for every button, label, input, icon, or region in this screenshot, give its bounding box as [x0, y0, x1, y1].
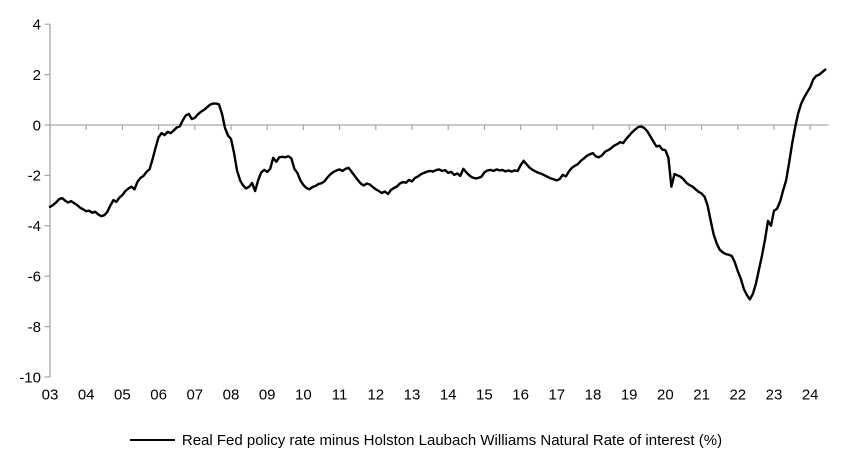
x-tick-label: 20	[657, 386, 674, 403]
x-tick-label: 23	[766, 386, 783, 403]
x-tick-label: 17	[548, 386, 565, 403]
x-tick-label: 05	[114, 386, 131, 403]
x-tick-label: 18	[585, 386, 602, 403]
x-tick-label: 14	[440, 386, 457, 403]
y-tick-label: -10	[19, 369, 41, 386]
x-tick-label: 03	[42, 386, 59, 403]
y-tick-label: 2	[33, 67, 41, 84]
series-line	[48, 68, 827, 301]
x-tick-label: 21	[693, 386, 710, 403]
x-tick-label: 04	[78, 386, 95, 403]
x-tick-label: 06	[150, 386, 167, 403]
y-tick-label: 0	[33, 117, 41, 134]
x-tick-label: 08	[223, 386, 240, 403]
x-tick-label: 19	[621, 386, 638, 403]
x-tick-label: 24	[802, 386, 819, 403]
x-tick-label: 10	[295, 386, 312, 403]
y-tick-label: -4	[28, 218, 41, 235]
x-tick-label: 13	[404, 386, 421, 403]
x-tick-label: 15	[476, 386, 493, 403]
x-tick-label: 07	[186, 386, 203, 403]
y-tick-label: 4	[33, 16, 41, 33]
y-tick-label: -6	[28, 268, 41, 285]
x-tick-label: 16	[512, 386, 529, 403]
x-tick-label: 11	[332, 386, 348, 403]
chart-figure: 4 2 0 -2 -4 -6 -8 -10 03 04 05 06 07 08 09 10 11 12 13 14 15…	[19, 16, 829, 403]
y-tick-label: -8	[28, 319, 41, 336]
y-tick-label: -2	[28, 168, 41, 185]
legend-label: Real Fed policy rate minus Holston Lauba…	[181, 431, 723, 449]
legend-line-sample	[129, 439, 175, 441]
x-tick-label: 09	[259, 386, 276, 403]
legend: Real Fed policy rate minus Holston Lauba…	[0, 430, 852, 450]
x-tick-label: 12	[367, 386, 384, 403]
x-tick-label: 22	[729, 386, 746, 403]
